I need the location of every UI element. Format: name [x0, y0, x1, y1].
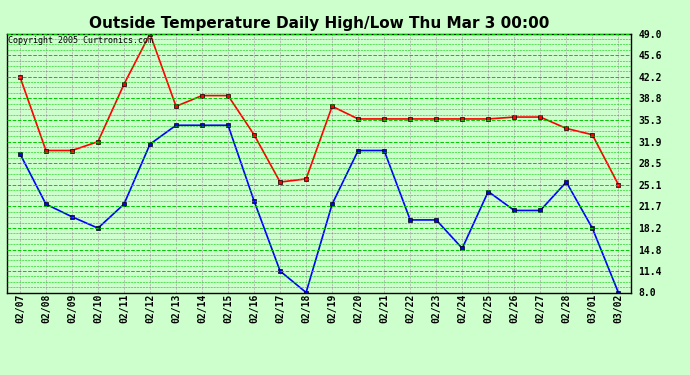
Text: Copyright 2005 Curtronics.com: Copyright 2005 Curtronics.com [8, 36, 153, 45]
Title: Outside Temperature Daily High/Low Thu Mar 3 00:00: Outside Temperature Daily High/Low Thu M… [89, 16, 549, 31]
